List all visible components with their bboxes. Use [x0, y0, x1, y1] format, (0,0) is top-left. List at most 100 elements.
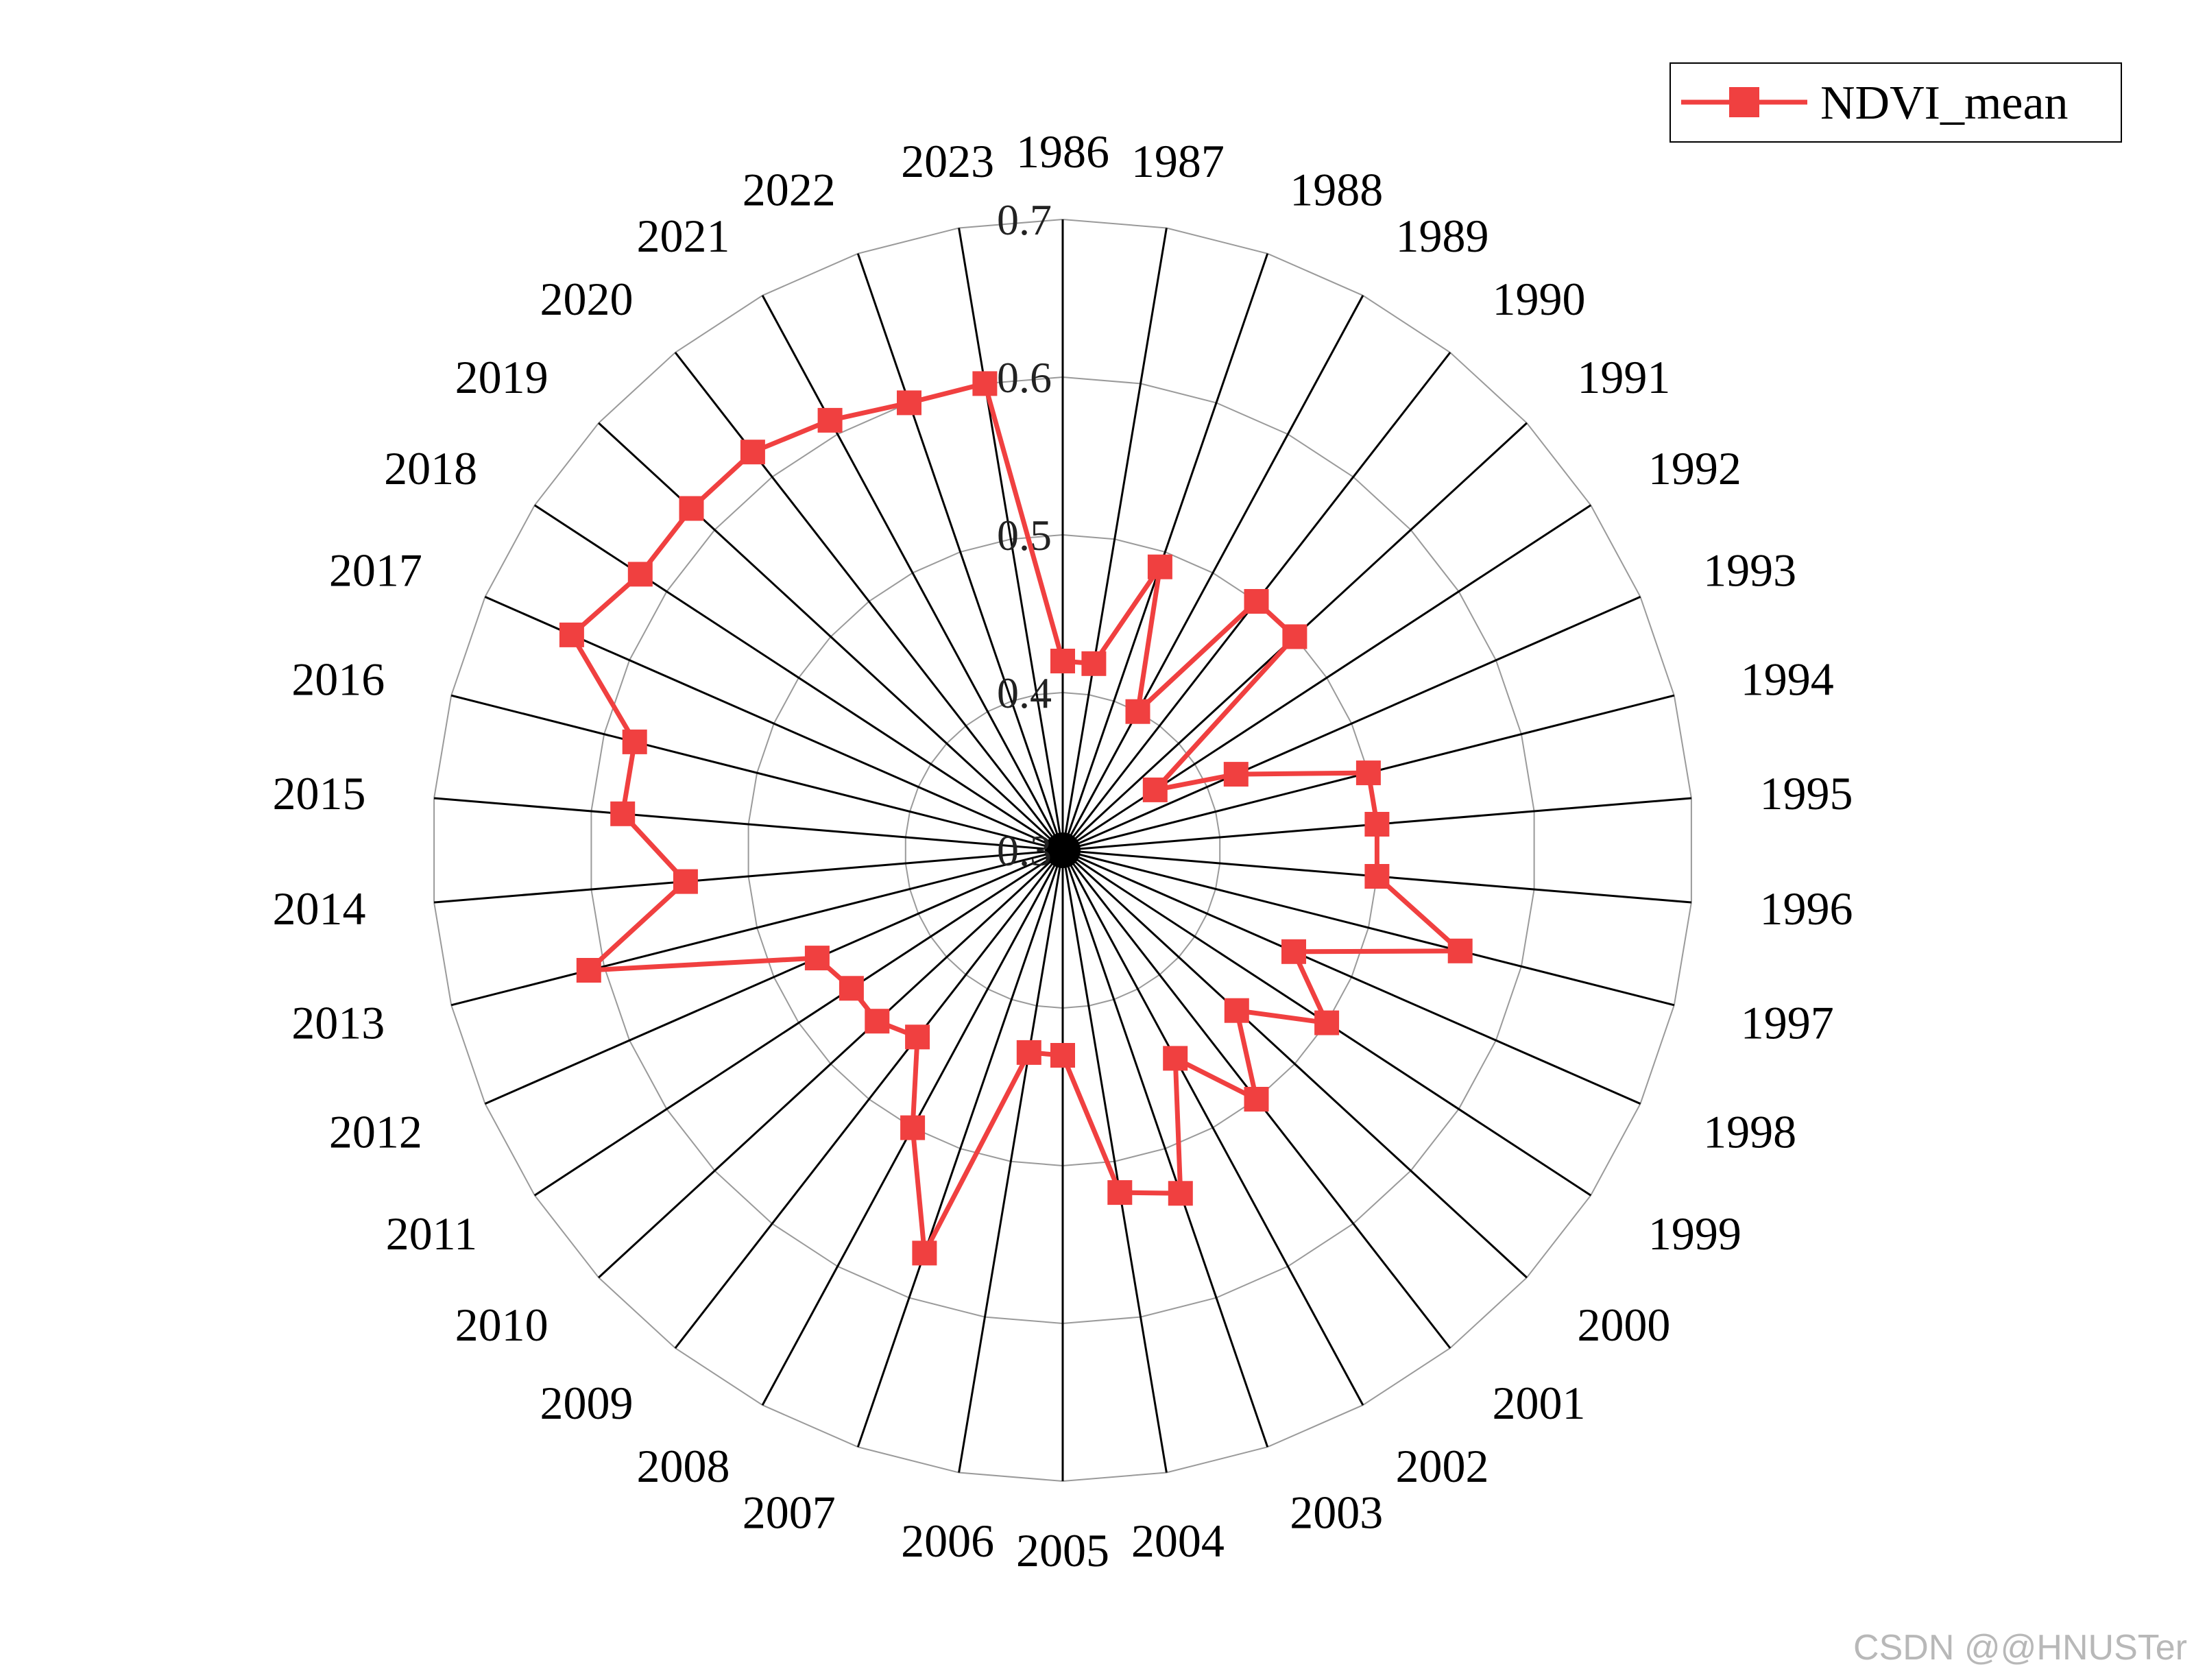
data-point-marker [817, 407, 843, 433]
data-point-marker [1125, 699, 1150, 724]
spoke-line [450, 694, 1063, 852]
category-label: 1987 [1131, 135, 1225, 187]
data-point-marker [1244, 1087, 1269, 1112]
data-point-marker [1223, 762, 1249, 787]
radial-tick-label: 0.3 [997, 826, 1052, 875]
radar-spokes [433, 219, 1692, 1481]
spoke-line [1061, 850, 1168, 1473]
legend: NDVI_mean [1669, 62, 2122, 143]
category-label: 1999 [1648, 1208, 1741, 1260]
spoke-line [433, 797, 1063, 852]
data-point-marker [1244, 589, 1269, 614]
spoke-line [1061, 228, 1168, 851]
spoke-line [1061, 849, 1528, 1279]
category-label: 1996 [1760, 883, 1853, 935]
category-label: 1990 [1493, 273, 1586, 325]
spoke-line [598, 849, 1064, 1279]
spoke-line [856, 253, 1064, 851]
category-label: 1991 [1577, 351, 1670, 403]
category-label: 1992 [1648, 442, 1741, 494]
data-point-marker [1050, 649, 1075, 673]
category-label: 2011 [386, 1208, 477, 1260]
category-label: 1997 [1741, 996, 1834, 1048]
category-label: 2008 [637, 1440, 730, 1492]
radial-tick-label: 0.6 [997, 353, 1052, 402]
spoke-line [1062, 596, 1641, 852]
category-label: 2015 [273, 767, 366, 819]
category-label: 1989 [1396, 210, 1489, 262]
spoke-line [533, 849, 1063, 1197]
category-label: 2003 [1290, 1487, 1383, 1539]
data-point-marker [610, 801, 636, 826]
data-point-marker [865, 1009, 890, 1034]
category-label: 2002 [1396, 1440, 1489, 1492]
spoke-line [484, 849, 1063, 1105]
category-label: 2000 [1577, 1299, 1670, 1351]
category-label: 1993 [1703, 544, 1796, 596]
data-point-marker [1050, 1043, 1075, 1068]
category-label: 2014 [273, 883, 366, 935]
center-hub [1045, 832, 1081, 868]
spoke-line [674, 352, 1064, 851]
data-point-marker [1282, 624, 1307, 649]
data-point-marker [1355, 760, 1381, 786]
data-point-marker [1224, 998, 1249, 1023]
data-point-marker [1168, 1181, 1193, 1206]
category-label: 2006 [901, 1515, 994, 1567]
legend-label: NDVI_mean [1820, 77, 2069, 130]
category-label: 2005 [1016, 1524, 1109, 1576]
spoke-line [1061, 850, 1269, 1448]
spoke-line [958, 228, 1064, 851]
category-label: 2001 [1493, 1377, 1586, 1429]
data-point-marker [576, 958, 601, 983]
spoke-line [598, 422, 1064, 852]
spoke-line [533, 504, 1063, 852]
spoke-line [958, 850, 1064, 1473]
data-point-marker [559, 622, 584, 647]
spoke-line [1061, 295, 1364, 851]
radial-tick-label: 0.4 [997, 669, 1052, 717]
category-label: 1994 [1741, 653, 1834, 706]
data-point-marker [1081, 651, 1107, 676]
data-point-marker [897, 390, 921, 416]
data-point-marker [1107, 1180, 1133, 1205]
spoke-line [1062, 849, 1641, 1105]
series-layer [559, 371, 1473, 1266]
data-point-marker [1147, 554, 1172, 579]
data-point-marker [912, 1240, 937, 1266]
category-label: 1988 [1290, 163, 1383, 215]
data-point-marker [972, 371, 998, 396]
data-point-marker [673, 869, 698, 894]
category-label: 2020 [540, 273, 634, 325]
data-point-marker [1281, 939, 1306, 964]
data-point-marker [679, 496, 704, 521]
data-point-marker [1364, 864, 1390, 889]
category-label: 2022 [743, 163, 836, 215]
category-label: 1986 [1016, 125, 1109, 178]
data-point-marker [1163, 1046, 1188, 1071]
category-label: 2023 [901, 135, 994, 187]
spoke-line [856, 850, 1064, 1448]
category-label: 2012 [329, 1106, 422, 1158]
data-point-marker [622, 729, 647, 754]
category-label: 2007 [743, 1487, 836, 1539]
category-label: 2004 [1131, 1515, 1225, 1567]
data-point-marker [1364, 812, 1390, 837]
category-label: 2019 [455, 351, 548, 403]
category-label: 2009 [540, 1377, 634, 1429]
data-point-marker [900, 1115, 926, 1140]
data-point-marker [905, 1024, 930, 1050]
spoke-line [450, 849, 1063, 1007]
spoke-line [433, 849, 1063, 904]
data-point-marker [627, 562, 653, 587]
data-point-marker [1142, 777, 1168, 802]
spoke-line [1061, 850, 1364, 1406]
data-point-marker [839, 976, 864, 1001]
category-label: 2013 [291, 996, 385, 1048]
spoke-line [761, 295, 1064, 851]
category-label: 2016 [291, 653, 385, 706]
category-label: 2017 [329, 544, 422, 596]
legend-marker [1729, 87, 1759, 117]
